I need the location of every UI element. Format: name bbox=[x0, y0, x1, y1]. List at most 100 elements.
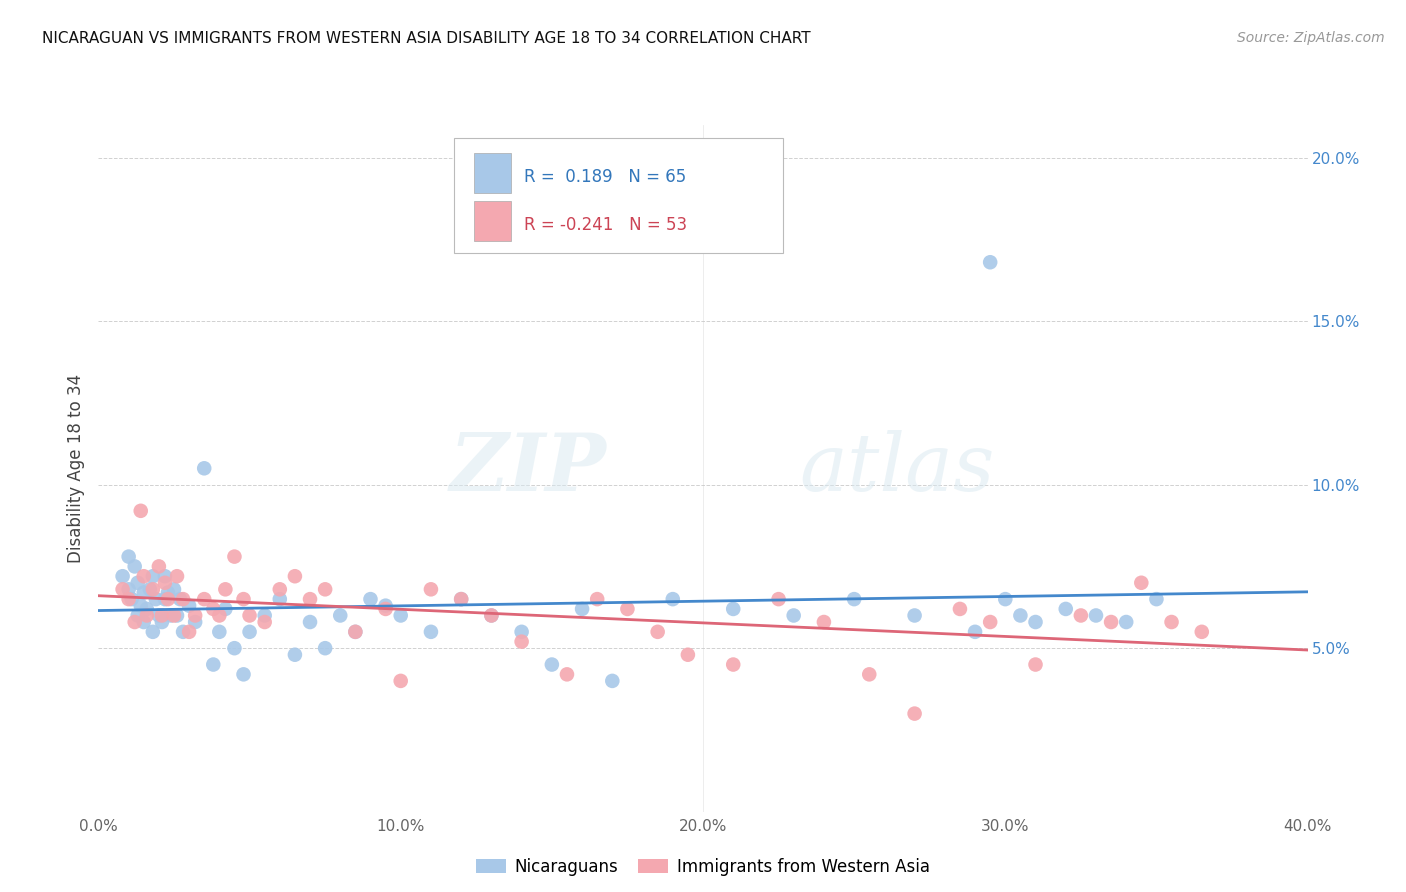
Point bbox=[150, 608, 173, 623]
Point bbox=[329, 608, 352, 623]
Text: ZIP: ZIP bbox=[450, 430, 606, 507]
Text: NICARAGUAN VS IMMIGRANTS FROM WESTERN ASIA DISABILITY AGE 18 TO 34 CORRELATION C: NICARAGUAN VS IMMIGRANTS FROM WESTERN AS… bbox=[42, 31, 811, 46]
Point bbox=[994, 592, 1017, 607]
Point bbox=[214, 582, 236, 597]
Point bbox=[163, 608, 186, 623]
Point bbox=[783, 608, 806, 623]
Point bbox=[142, 569, 165, 583]
Point bbox=[510, 634, 533, 648]
Text: atlas: atlas bbox=[800, 430, 995, 507]
Point bbox=[571, 602, 593, 616]
Point bbox=[1144, 592, 1167, 607]
Point bbox=[450, 592, 472, 607]
Point bbox=[481, 608, 503, 623]
Point bbox=[121, 592, 143, 607]
Point bbox=[202, 602, 225, 616]
Point bbox=[949, 602, 972, 616]
Point bbox=[127, 575, 149, 590]
Point bbox=[344, 624, 367, 639]
Point bbox=[1010, 608, 1032, 623]
Point bbox=[139, 582, 162, 597]
Point bbox=[1024, 657, 1046, 672]
Text: R = -0.241   N = 53: R = -0.241 N = 53 bbox=[524, 216, 688, 234]
Point bbox=[156, 585, 179, 599]
Point bbox=[269, 582, 291, 597]
Point bbox=[127, 608, 149, 623]
Point bbox=[299, 592, 322, 607]
Point bbox=[214, 602, 236, 616]
Point bbox=[253, 608, 276, 623]
Point bbox=[153, 569, 176, 583]
Point bbox=[179, 599, 201, 613]
Point bbox=[153, 575, 176, 590]
Point bbox=[129, 504, 152, 518]
Point bbox=[1160, 615, 1182, 629]
Point bbox=[118, 582, 141, 597]
Point bbox=[904, 706, 927, 721]
Point bbox=[166, 608, 188, 623]
Point bbox=[148, 608, 170, 623]
Point bbox=[540, 657, 562, 672]
Point bbox=[768, 592, 790, 607]
Point bbox=[284, 569, 307, 583]
Y-axis label: Disability Age 18 to 34: Disability Age 18 to 34 bbox=[67, 374, 86, 563]
Point bbox=[193, 461, 215, 475]
Point bbox=[202, 657, 225, 672]
Point bbox=[555, 667, 578, 681]
Point bbox=[602, 673, 624, 688]
Point bbox=[124, 559, 146, 574]
Point bbox=[420, 624, 443, 639]
Point bbox=[253, 615, 276, 629]
Point bbox=[179, 624, 201, 639]
Point bbox=[1070, 608, 1092, 623]
Point bbox=[723, 657, 745, 672]
Point bbox=[118, 549, 141, 564]
Point bbox=[979, 255, 1001, 269]
Point bbox=[904, 608, 927, 623]
Point bbox=[148, 559, 170, 574]
Point bbox=[723, 602, 745, 616]
Text: R =  0.189   N = 65: R = 0.189 N = 65 bbox=[524, 169, 686, 186]
Point bbox=[420, 582, 443, 597]
Point bbox=[1099, 615, 1122, 629]
Point bbox=[184, 615, 207, 629]
Point bbox=[166, 569, 188, 583]
Point bbox=[239, 624, 262, 639]
Point bbox=[160, 608, 183, 623]
Point bbox=[111, 582, 134, 597]
Point bbox=[284, 648, 307, 662]
Point bbox=[232, 667, 254, 681]
Point bbox=[374, 602, 396, 616]
Point bbox=[314, 582, 336, 597]
Point bbox=[224, 641, 246, 656]
Point bbox=[118, 592, 141, 607]
Point bbox=[129, 599, 152, 613]
Point bbox=[979, 615, 1001, 629]
Point bbox=[1085, 608, 1108, 623]
Point bbox=[616, 602, 638, 616]
Point bbox=[1115, 615, 1137, 629]
Point bbox=[208, 608, 231, 623]
Point bbox=[1191, 624, 1213, 639]
Point bbox=[172, 624, 194, 639]
Point bbox=[647, 624, 669, 639]
Point bbox=[153, 592, 176, 607]
Point bbox=[184, 608, 207, 623]
Point bbox=[132, 585, 155, 599]
Point bbox=[844, 592, 866, 607]
Point bbox=[374, 599, 396, 613]
Point bbox=[1024, 615, 1046, 629]
Point bbox=[193, 592, 215, 607]
Point bbox=[1130, 575, 1153, 590]
Point bbox=[132, 615, 155, 629]
Point bbox=[163, 582, 186, 597]
Point bbox=[142, 582, 165, 597]
Point bbox=[232, 592, 254, 607]
Point bbox=[111, 569, 134, 583]
Point bbox=[132, 569, 155, 583]
Point bbox=[135, 602, 157, 616]
Point bbox=[172, 592, 194, 607]
Point bbox=[142, 624, 165, 639]
Point bbox=[510, 624, 533, 639]
Point bbox=[676, 648, 699, 662]
